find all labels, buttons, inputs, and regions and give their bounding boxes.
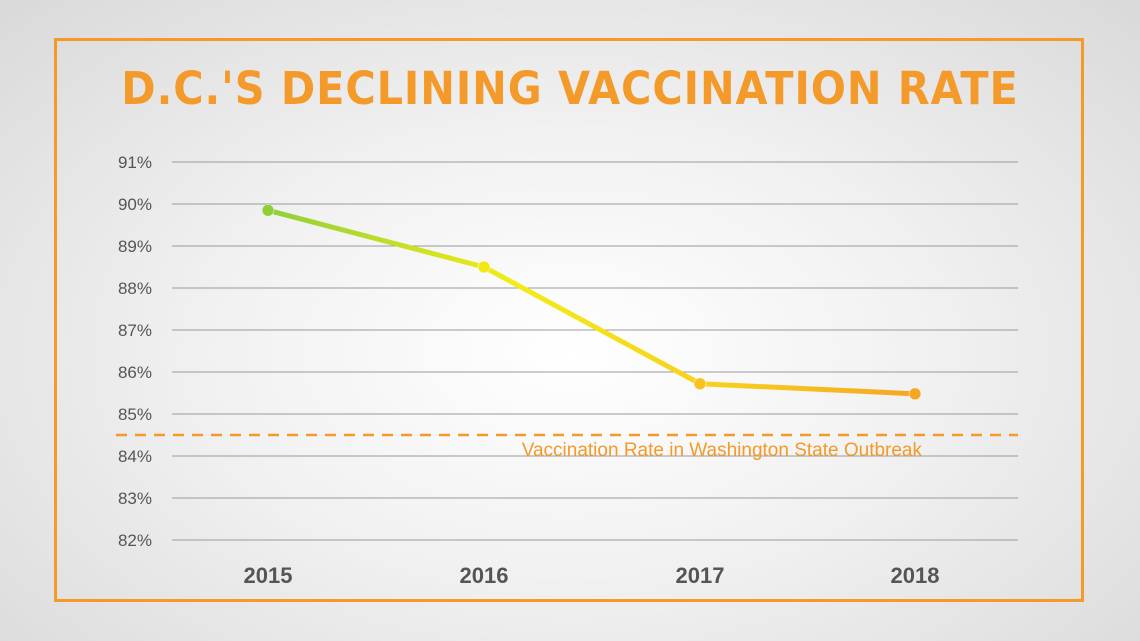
y-tick-label: 85% xyxy=(118,405,152,424)
series-line xyxy=(265,207,918,397)
y-tick-label: 89% xyxy=(118,237,152,256)
chart-title: D.C.'S DECLINING VACCINATION RATE xyxy=(121,62,1019,115)
data-point xyxy=(261,204,275,217)
gridlines xyxy=(172,161,1018,541)
x-tick-label: 2015 xyxy=(244,563,293,588)
y-tick-label: 86% xyxy=(118,363,152,382)
y-tick-label: 84% xyxy=(118,447,152,466)
x-axis-ticks: 2015 2016 2017 2018 xyxy=(244,563,940,588)
y-tick-label: 82% xyxy=(118,531,152,550)
series-group xyxy=(261,204,922,401)
y-tick-label: 87% xyxy=(118,321,152,340)
reference-line-label: Vaccination Rate in Washington State Out… xyxy=(522,440,923,461)
reference-line-group: Vaccination Rate in Washington State Out… xyxy=(116,433,1018,461)
y-tick-label: 90% xyxy=(118,195,152,214)
y-tick-label: 88% xyxy=(118,279,152,298)
y-axis-ticks: 82% 83% 84% 85% 86% 87% 88% 89% 90% 91% xyxy=(118,153,152,550)
y-tick-label: 91% xyxy=(118,153,152,172)
y-tick-label: 83% xyxy=(118,489,152,508)
chart-frame xyxy=(54,38,1084,602)
x-tick-label: 2018 xyxy=(891,563,940,588)
data-point xyxy=(477,260,491,274)
data-point xyxy=(693,377,707,391)
x-tick-label: 2016 xyxy=(460,563,509,588)
x-tick-label: 2017 xyxy=(676,563,725,588)
data-point xyxy=(908,387,922,401)
